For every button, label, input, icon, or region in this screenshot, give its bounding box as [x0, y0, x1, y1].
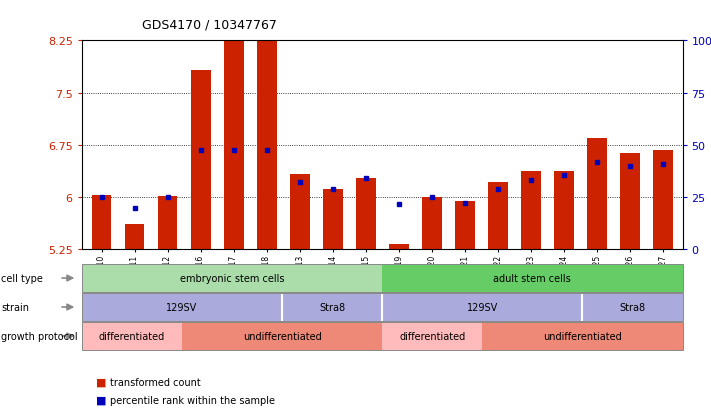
- Bar: [323, 190, 343, 250]
- Bar: [257, 21, 277, 250]
- Bar: [389, 244, 409, 250]
- Text: embryonic stem cells: embryonic stem cells: [180, 273, 284, 283]
- Bar: [554, 171, 574, 250]
- Text: cell type: cell type: [1, 273, 43, 283]
- Bar: [224, 16, 243, 250]
- Text: ■: ■: [96, 377, 107, 387]
- Text: undifferentiated: undifferentiated: [242, 331, 321, 341]
- Text: ■: ■: [96, 395, 107, 405]
- Bar: [587, 139, 606, 250]
- Bar: [620, 154, 640, 250]
- Text: percentile rank within the sample: percentile rank within the sample: [110, 395, 275, 405]
- Bar: [422, 197, 442, 250]
- Text: adult stem cells: adult stem cells: [493, 273, 571, 283]
- Text: Stra8: Stra8: [319, 302, 345, 312]
- Bar: [92, 196, 112, 250]
- Text: transformed count: transformed count: [110, 377, 201, 387]
- Bar: [290, 175, 309, 250]
- Bar: [520, 171, 540, 250]
- Text: undifferentiated: undifferentiated: [543, 331, 622, 341]
- Text: Stra8: Stra8: [619, 302, 646, 312]
- Bar: [158, 196, 178, 250]
- Bar: [191, 71, 210, 250]
- Text: differentiated: differentiated: [399, 331, 466, 341]
- Text: 129SV: 129SV: [466, 302, 498, 312]
- Text: 129SV: 129SV: [166, 302, 198, 312]
- Bar: [356, 178, 375, 250]
- Text: strain: strain: [1, 302, 29, 312]
- Text: growth protocol: growth protocol: [1, 331, 78, 341]
- Bar: [455, 201, 474, 250]
- Bar: [124, 224, 144, 250]
- Text: GDS4170 / 10347767: GDS4170 / 10347767: [142, 19, 277, 31]
- Bar: [488, 183, 508, 250]
- Text: differentiated: differentiated: [99, 331, 165, 341]
- Bar: [653, 150, 673, 250]
